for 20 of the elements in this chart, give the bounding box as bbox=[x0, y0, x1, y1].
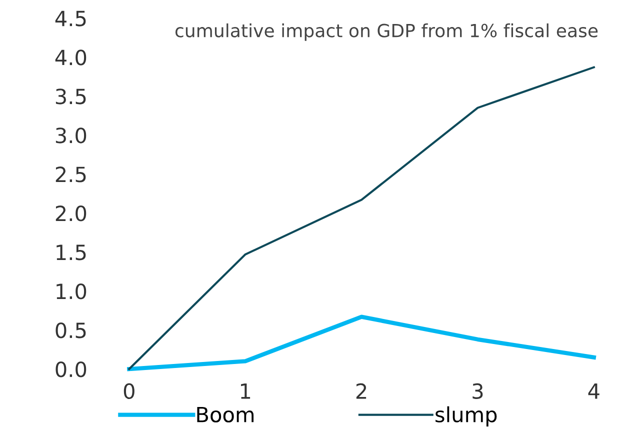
x-tick-label: 0 bbox=[124, 383, 134, 400]
line-series bbox=[128, 66, 595, 370]
x-tick-label: 3 bbox=[472, 383, 483, 400]
chart-title: cumulative impact on GDP from 1% fiscal ease bbox=[175, 23, 598, 41]
y-tick-label: 1.5 bbox=[56, 244, 86, 260]
y-tick-label: 0.0 bbox=[56, 361, 86, 378]
y-tick-label: 2.0 bbox=[56, 206, 86, 222]
legend-label: slump bbox=[436, 406, 497, 426]
y-tick-label: 0.5 bbox=[56, 322, 86, 338]
x-tick-label: 4 bbox=[588, 384, 600, 399]
x-tick-label: 2 bbox=[356, 383, 366, 399]
x-tick-label: 1 bbox=[241, 384, 250, 399]
y-tick-label: 4.0 bbox=[55, 50, 86, 66]
line-series bbox=[127, 314, 596, 372]
y-tick-label: 2.5 bbox=[56, 166, 86, 182]
y-tick-label: 4.5 bbox=[55, 10, 86, 26]
legend-label: Boom bbox=[197, 406, 254, 422]
y-tick-label: 3.5 bbox=[56, 88, 86, 104]
y-tick-label: 3.0 bbox=[56, 128, 86, 144]
y-tick-label: 1.0 bbox=[56, 284, 86, 300]
